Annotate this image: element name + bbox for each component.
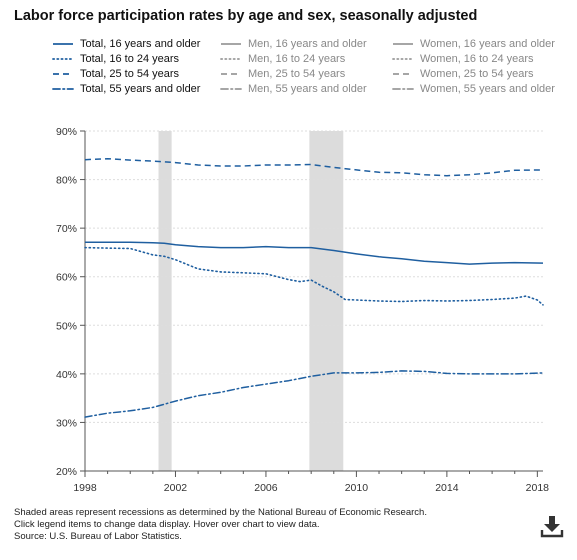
footnote-instructions: Click legend items to change data displa… [14,519,320,530]
y-tick-label: 40% [56,369,77,381]
legend-label: Women, 55 years and older [420,83,555,95]
legend-label: Total, 25 to 54 years [80,68,180,80]
legend-label: Women, 16 to 24 years [420,53,534,65]
legend-label: Men, 16 to 24 years [248,53,346,65]
legend-label: Total, 55 years and older [80,83,201,95]
series-line-total-55-years-and-older[interactable] [84,370,544,418]
footnote-recessions: Shaded areas represent recessions as det… [14,507,427,518]
recession-band-2 [309,131,344,471]
legend-label: Men, 55 years and older [248,83,367,95]
legend-swatch-icon [220,88,242,90]
legend-swatch-icon [221,43,241,45]
legend-label: Women, 16 years and older [420,38,555,50]
legend-swatch-icon [392,88,414,90]
x-tick-label: 2010 [345,482,369,494]
legend-label: Total, 16 to 24 years [80,53,180,65]
legend-swatch-icon [393,43,413,45]
legend-label: Men, 16 years and older [248,38,367,50]
series-line-total-25-to-54-years[interactable] [84,157,544,177]
legend-label: Men, 25 to 54 years [248,68,346,80]
legend-swatch-icon [53,43,73,45]
y-tick-label: 80% [56,175,77,187]
x-tick-label: 2002 [164,482,188,494]
legend-label: Total, 16 years and older [80,38,201,50]
chart-title: Labor force participation rates by age a… [14,8,478,24]
y-tick-label: 70% [56,223,77,235]
y-tick-label: 20% [56,466,77,478]
x-tick-label: 1998 [73,482,97,494]
recession-band-1 [158,131,172,471]
footnote-source: Source: U.S. Bureau of Labor Statistics. [14,531,182,542]
download-icon [540,516,564,538]
legend-swatch-icon [393,73,413,75]
legend-swatch-icon [52,88,74,90]
footnote: Shaded areas represent recessions as det… [14,507,427,543]
legend-swatch-icon [221,73,241,75]
x-tick-label: 2018 [526,482,550,494]
y-tick-label: 60% [56,272,77,284]
legend-label: Women, 25 to 54 years [420,68,534,80]
download-button[interactable] [540,514,564,538]
series-line-total-16-to-24-years[interactable] [84,246,544,306]
line-chart[interactable]: 20% 30% 40% 50% 60% 70% 80% 90% 1998 2002 2006 2010… [0,110,577,505]
series-line-total-16-years-and-older[interactable] [85,241,544,265]
legend-swatch-icon [392,58,414,60]
x-tick-label: 2014 [435,482,459,494]
y-tick-label: 90% [56,126,77,138]
chart-legend: Total, 16 years and older Men, 16 years a… [52,37,562,99]
legend-swatch-icon [53,73,73,75]
legend-swatch-icon [220,58,242,60]
x-tick-label: 2006 [254,482,278,494]
y-tick-label: 30% [56,417,77,429]
legend-swatch-icon [52,58,74,60]
y-tick-label: 50% [56,320,77,332]
